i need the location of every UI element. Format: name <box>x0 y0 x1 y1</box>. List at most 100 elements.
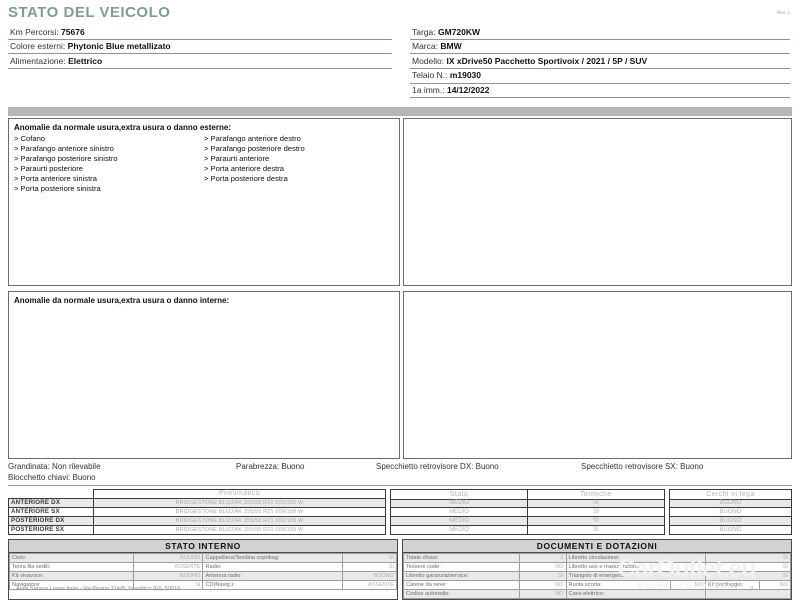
anomalies-external-photo-box <box>403 118 792 287</box>
specchietto-sx-label: Specchietto retrovisore SX: <box>581 462 678 472</box>
table-row: POSTERIORE DX BRIDGESTONE BLIZZAK 255/50… <box>8 515 387 526</box>
specchietto-dx-label: Specchietto retrovisore DX: <box>376 462 474 472</box>
grandinata-value: Non rilevabile <box>52 462 101 472</box>
tyre-cerchi: BUONO <box>668 524 793 535</box>
list-item: > Paraurti anteriore <box>204 154 270 164</box>
tyre-stato: MEDIO <box>390 524 528 535</box>
table-row: Navigatore: SI CD(Navig.): ASSENTE <box>9 579 398 590</box>
specchietto-sx-field: Specchietto retrovisore SX: Buono <box>581 462 792 473</box>
table-row: BUONO <box>668 507 793 518</box>
list-item: > Porta posteriore sinistra <box>14 184 101 194</box>
info-value: m19030 <box>449 70 482 81</box>
blocchetto-chiavi-value: Buono <box>72 472 96 482</box>
specchietto-dx-value: Buono <box>475 462 499 472</box>
info-row-marca: Marca: BMW <box>410 40 790 55</box>
panel-documenti-dotazioni: DOCUMENTI E DOTAZIONI Totale chiavi: 2 L… <box>402 538 792 600</box>
table-row: BUONO <box>668 524 793 535</box>
tyre-header-pneumatico: Pneumatico <box>92 488 387 499</box>
field-label: Cielo: <box>9 552 134 563</box>
field-label: Totale chiavi: <box>402 552 521 563</box>
info-value: Phytonic Blue metallizato <box>67 41 171 52</box>
info-value: IX xDrive50 Pacchetto Sportivoix / 2021 … <box>446 55 648 66</box>
anomalies-external-section: Anomalie da normale usura,extra usura o … <box>8 118 792 287</box>
stato-interno-table: Cielo: BUONO Cappelliera/Tendina copriba… <box>9 552 398 590</box>
info-row-telaio: Telaio N.: m19030 <box>410 69 790 84</box>
info-row-colore: Colore esterni: Phytonic Blue metallizat… <box>8 40 392 55</box>
anomalies-external-list: > Cofano > Parafango anteriore sinistro … <box>9 134 399 198</box>
tyre-termiche: SI <box>526 516 665 526</box>
info-row-targa: Targa: GM720KW <box>410 25 790 40</box>
field-label: Cappelliera/Tendina copribag: <box>202 552 343 563</box>
field-label: Tessere code: <box>402 561 521 572</box>
tyre-stato: MEDIO <box>390 516 528 526</box>
info-label: Alimentazione: <box>10 55 66 66</box>
vehicle-info-left: Km Percorsi: 75676 Colore esterni: Phyto… <box>8 25 400 98</box>
anomalies-internal-box: Anomalie da normale usura,extra usura o … <box>8 291 400 460</box>
info-value: Elettrico <box>68 55 103 66</box>
table-row: Terza fila sedili: ASSENTE Radio: SI <box>9 561 398 572</box>
field-label: Antenna radio: <box>202 570 343 581</box>
title-row: STATO DEL VEICOLO Rev. A <box>8 0 792 21</box>
footer-address: Arval Service Lease Italia - Via Pisana … <box>16 586 181 592</box>
anomalies-internal-section: Anomalie da normale usura,extra usura o … <box>8 291 792 460</box>
field-label: Kit vivavoce: <box>9 570 134 581</box>
info-row-modello: Modello: IX xDrive50 Pacchetto Sportivoi… <box>410 54 790 69</box>
info-label: Telaio N.: <box>412 70 448 81</box>
table-row: Cielo: BUONO Cappelliera/Tendina copriba… <box>9 552 398 563</box>
field-label: Navigatore: <box>9 579 134 590</box>
anomalies-internal-heading: Anomalie da normale usura,extra usura o … <box>14 296 230 306</box>
info-label: Marca: <box>412 41 438 52</box>
tyre-table-pneumatico: Pneumatico ANTERIORE DX BRIDGESTONE BLIZ… <box>8 488 387 535</box>
table-row: ANTERIORE SX BRIDGESTONE BLIZZAK 255/50 … <box>8 506 387 517</box>
tyre-termiche: SI <box>526 507 665 518</box>
field-value: BUONO <box>132 570 204 581</box>
watermark-subtext: il tuo Partner per la vendita <box>638 581 735 590</box>
table-row: Totale chiavi: 2 Libretto circolazione: … <box>402 552 792 563</box>
table-row: MEDIO SI <box>390 498 665 509</box>
grandinata-label: Grandinata: <box>8 462 50 472</box>
tyre-position: POSTERIORE SX <box>8 524 94 535</box>
anomalies-external-heading: Anomalie da normale usura,extra usura o … <box>14 123 231 133</box>
field-label: Libretto garanzia/service: <box>402 570 521 581</box>
revision-label: Rev. A <box>777 10 790 15</box>
info-value: GM720KW <box>438 26 481 37</box>
table-row: MEDIO SI <box>390 516 665 526</box>
info-label: 1a imm.: <box>412 85 445 95</box>
field-label: Terza fila sedili: <box>9 561 134 572</box>
tyre-position: ANTERIORE DX <box>8 497 94 508</box>
blocchetto-chiavi-field: Blocchetto chiavi: Buono <box>8 473 792 484</box>
field-label: Cavo elettrico: <box>565 588 706 599</box>
field-value: SI <box>341 561 398 572</box>
list-item: > Parafango posteriore sinistro <box>14 154 118 164</box>
tyre-position: POSTERIORE DX <box>8 515 94 526</box>
info-label: Modello: <box>412 55 445 66</box>
panel-title-stato-interno: STATO INTERNO <box>9 539 397 553</box>
general-condition-row: Grandinata: Non rilevabile Parabrezza: B… <box>8 462 792 486</box>
tyre-stato: MEDIO <box>390 507 528 518</box>
tyre-spec: BRIDGESTONE BLIZZAK 255/50 R21 000/109 W <box>92 524 387 535</box>
info-label: Km Percorsi: <box>10 26 59 37</box>
list-item: > Porta anteriore sinistra <box>14 174 97 184</box>
field-label: Radio: <box>202 561 343 572</box>
panel-title-documenti: DOCUMENTI E DOTAZIONI <box>403 539 791 553</box>
list-item: > Cofano <box>14 134 46 144</box>
blocchetto-chiavi-label: Blocchetto chiavi: <box>8 472 71 482</box>
parabrezza-label: Parabrezza: <box>236 462 280 472</box>
tyre-cerchi: BUONO <box>668 507 793 518</box>
section-divider-bar <box>8 107 792 117</box>
page-footer: Arval Service Lease Italia - Via Pisana … <box>16 586 792 592</box>
table-row: ANTERIORE DX BRIDGESTONE BLIZZAK 255/50 … <box>8 497 387 508</box>
tyre-header-cerchi: Cerchi in lega <box>668 488 793 500</box>
field-value: BUONO <box>341 570 398 581</box>
anomalies-external-column-left: > Cofano > Parafango anteriore sinistro … <box>14 134 204 194</box>
tyre-header-stato: Stato <box>390 488 528 500</box>
list-item: > Parafango posteriore destro <box>204 144 305 154</box>
parabrezza-value: Buono <box>281 462 305 472</box>
watermark-logo: CarOutlet.eu il tuo Partner per la vendi… <box>579 557 794 590</box>
tyre-spec: BRIDGESTONE BLIZZAK 255/50 R21 000/109 W <box>92 497 387 508</box>
specchietto-dx-field: Specchietto retrovisore DX: Buono <box>376 462 581 473</box>
field-value: NO <box>519 561 567 572</box>
info-row-km: Km Percorsi: 75676 <box>8 25 392 40</box>
tyre-cerchi: BUONO <box>668 498 793 509</box>
table-row: Codice autoradio: NO Cavo elettrico: <box>402 588 792 599</box>
